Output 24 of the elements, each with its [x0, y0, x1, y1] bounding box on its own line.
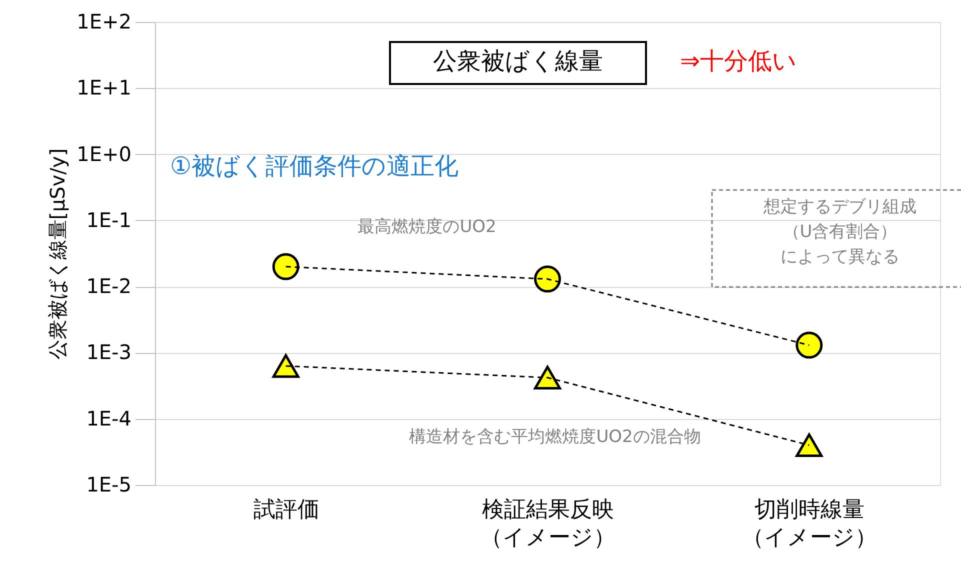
point: [272, 253, 300, 280]
y-tick-label: 1E-2: [86, 274, 132, 298]
x-tick-label: 検証結果反映（イメージ）: [480, 498, 616, 550]
y-tick-label: 1E-1: [86, 208, 132, 232]
annotation: ⇒十分低い: [680, 47, 798, 75]
annotation: 想定するデブリ組成（U含有割合）によって異なる: [762, 197, 916, 267]
point: [796, 433, 823, 458]
annotation: ①被ばく評価条件の適正化: [170, 152, 459, 180]
y-tick-label: 1E-5: [86, 472, 132, 496]
x-tick-label: 試評価: [253, 498, 320, 522]
y-tick-label: 1E+0: [76, 142, 132, 166]
x-tick-label: 切削時線量（イメージ）: [742, 498, 878, 550]
y-tick-label: 1E-4: [86, 406, 132, 430]
y-tick-label: 1E+2: [76, 10, 132, 34]
y-tick-label: 1E+1: [76, 76, 132, 100]
annotation: 公衆被ばく線量: [433, 47, 603, 75]
point: [534, 266, 561, 293]
annotation: 構造材を含む平均燃焼度UO2の混合物: [409, 427, 701, 447]
annotation: 最高燃焼度のUO2: [358, 217, 496, 237]
point: [796, 332, 823, 359]
y-tick-label: 1E-3: [86, 340, 132, 364]
point: [272, 354, 300, 378]
point: [534, 366, 561, 390]
y-axis-title: 公衆被ばく線量[μSv/y]: [46, 148, 70, 360]
